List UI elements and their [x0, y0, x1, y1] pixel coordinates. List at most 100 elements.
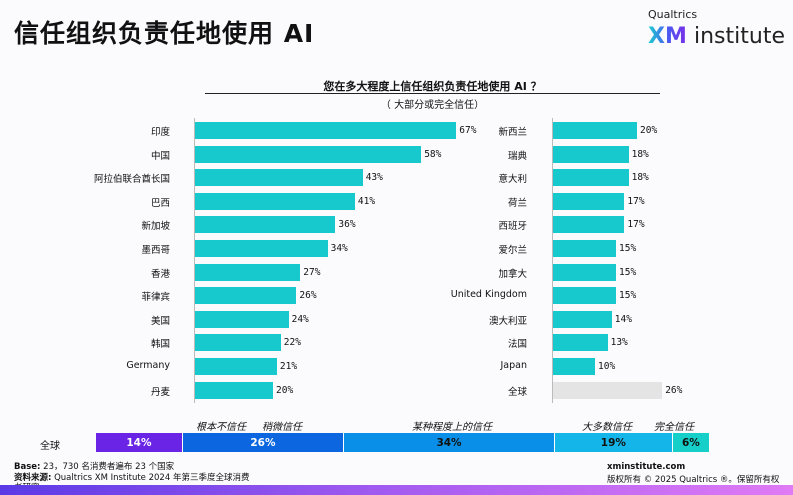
value-label: 36% [338, 219, 356, 231]
axis-line [194, 118, 195, 403]
value-label: 26% [299, 290, 317, 302]
value-label: 10% [598, 361, 616, 372]
value-label: 24% [291, 313, 309, 325]
bar [553, 216, 625, 234]
stack-category-label: 根本不信任 [196, 422, 246, 433]
axis-line [552, 118, 553, 403]
value-label: 13% [610, 337, 628, 349]
value-label: 17% [627, 219, 645, 231]
copyright: 版权所有 © 2025 Qualtrics ®。保留所有权 [607, 475, 780, 485]
stack-segment: 34% [344, 433, 555, 452]
logo-xm: XM [648, 24, 687, 49]
bar [195, 287, 297, 305]
value-label: 27% [303, 266, 321, 278]
value-label: 67% [459, 125, 477, 136]
base-label: Base: [14, 462, 41, 472]
logo-qualtrics: Qualtrics [648, 8, 698, 21]
base-text: 23，730 名消费者遍布 23 个国家 [43, 462, 175, 472]
category-label: 荷兰 [507, 197, 527, 209]
category-label: 全球 [507, 386, 527, 398]
value-label: 17% [627, 195, 645, 207]
chart-subtitle: （ 大部分或完全信任） [380, 100, 485, 111]
category-label: 阿拉伯联合酋长国 [93, 174, 170, 186]
bar [195, 358, 277, 375]
chart-title: 您在多大程度上信任组织负责任地使用 AI ？ [323, 80, 542, 93]
bar [553, 263, 616, 281]
footer-gradient-bar [0, 485, 793, 495]
stack-segment: 19% [554, 433, 673, 452]
bar [553, 334, 608, 352]
bar [553, 192, 625, 210]
value-label: 20% [276, 384, 294, 396]
stack-category-label: 某种程度上的信任 [412, 422, 492, 433]
category-label: 巴西 [150, 197, 170, 209]
category-label: 意大利 [498, 174, 527, 186]
bar [553, 287, 616, 305]
stack-segment: 6% [672, 433, 710, 452]
bar [195, 192, 355, 210]
bar [195, 145, 422, 163]
source-text: Qualtrics XM Institute 2024 年第三季度全球消费 [54, 473, 250, 483]
category-label: United Kingdom [450, 289, 527, 301]
category-label: 香港 [150, 268, 170, 280]
bar [195, 216, 336, 234]
value-label: 18% [631, 148, 649, 160]
category-label: 菲律宾 [141, 292, 170, 304]
bar [195, 122, 457, 139]
category-label: 韩国 [150, 339, 170, 351]
value-label: 26% [665, 384, 683, 396]
bar [195, 240, 328, 257]
category-label: 西班牙 [498, 221, 527, 233]
category-label: Japan [500, 360, 528, 371]
stack-row-label: 全球 [40, 441, 60, 452]
bar [553, 240, 616, 257]
category-label: 法国 [507, 339, 527, 351]
site-link[interactable]: xminstitute.com [607, 462, 686, 472]
stack-segment: 14% [96, 433, 183, 452]
value-label: 41% [357, 195, 376, 207]
category-label: 新加坡 [141, 221, 170, 233]
category-label: 瑞典 [507, 150, 527, 162]
bar [195, 263, 301, 281]
value-label: 15% [619, 290, 637, 302]
stack-category-label: 完全信任 [654, 422, 694, 433]
source-label: 资料来源: [14, 473, 52, 483]
category-label: 印度 [150, 127, 170, 138]
source-note: 资料来源: Qualtrics XM Institute 2024 年第三季度全… [14, 471, 249, 483]
value-label: 58% [424, 148, 442, 160]
bar [195, 310, 289, 328]
bar [553, 169, 629, 187]
stack-category-label: 大多数信任 [582, 422, 632, 433]
logo-institute: institute [694, 24, 785, 49]
category-label: 爱尔兰 [498, 245, 527, 256]
bar [195, 169, 363, 187]
bar [553, 381, 663, 399]
value-label: 14% [614, 313, 632, 325]
bar [553, 310, 612, 328]
title-rule [205, 93, 660, 94]
value-label: 43% [365, 172, 383, 184]
value-label: 34% [330, 243, 348, 254]
category-label: 丹麦 [150, 386, 170, 398]
category-label: 墨西哥 [141, 245, 170, 256]
value-label: 20% [640, 125, 658, 136]
bar [553, 122, 637, 139]
category-label: 澳大利亚 [488, 315, 527, 327]
value-label: 21% [279, 361, 298, 372]
base-note: Base: 23，730 名消费者遍布 23 个国家 [14, 460, 174, 472]
category-label: 美国 [150, 315, 170, 327]
category-label: 中国 [150, 150, 170, 162]
category-label: Germany [126, 360, 170, 371]
value-label: 22% [283, 337, 301, 349]
value-label: 15% [619, 266, 637, 278]
bar [553, 358, 595, 375]
bar [195, 334, 281, 352]
bar [553, 145, 629, 163]
value-label: 18% [631, 172, 649, 184]
page-title: 信任组织负责任地使用 AI [14, 19, 315, 48]
bar [195, 381, 273, 399]
category-label: 加拿大 [498, 268, 527, 280]
category-label: 新西兰 [498, 127, 527, 138]
stack-category-label: 稍微信任 [262, 422, 302, 433]
stack-segment: 26% [182, 433, 345, 452]
